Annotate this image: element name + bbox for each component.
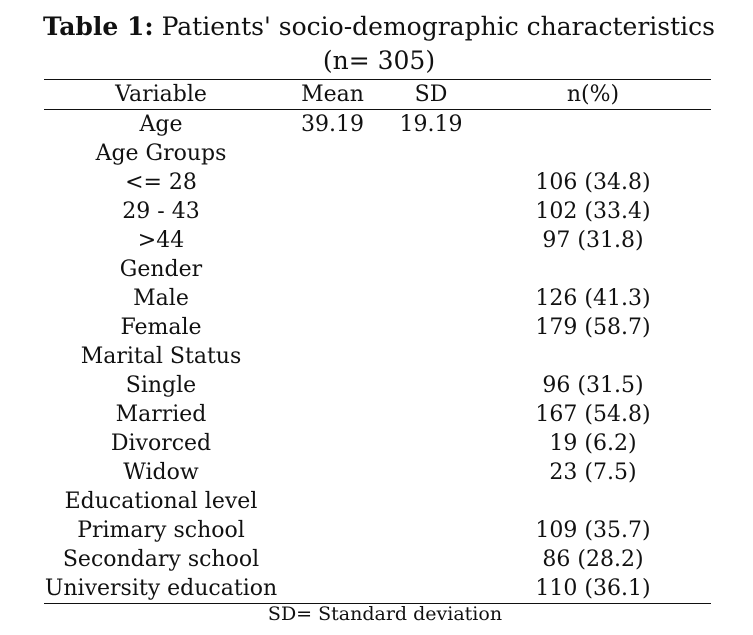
- cell-n-percent: 102 (33.4): [535, 199, 651, 224]
- cell-variable: Secondary school: [62, 547, 260, 572]
- table-row: 29 - 43 102 (33.4): [44, 197, 711, 226]
- cell-sd: [387, 139, 475, 168]
- cell-variable: Gender: [119, 257, 203, 282]
- cell-n-percent: [475, 139, 711, 168]
- cell-sd: [387, 574, 475, 604]
- table-row: Secondary school 86 (28.2): [44, 545, 711, 574]
- cell-n-percent: [475, 342, 711, 371]
- cell-sd: [387, 342, 475, 371]
- table-row: Married 167 (54.8): [44, 400, 711, 429]
- table-row: University education 110 (36.1): [44, 574, 711, 604]
- header-n-percent: n(%): [566, 82, 620, 107]
- cell-sd: [387, 255, 475, 284]
- cell-mean: [278, 487, 387, 516]
- cell-mean: [278, 516, 387, 545]
- table-caption-label: Table 1:: [42, 12, 154, 41]
- cell-variable: <= 28: [125, 170, 197, 195]
- cell-mean: [278, 545, 387, 574]
- table-row: Age 39.19 19.19: [44, 110, 711, 140]
- cell-mean: [278, 226, 387, 255]
- cell-n-percent: 110 (36.1): [535, 576, 651, 601]
- cell-sd: [387, 429, 475, 458]
- table-row: Female 179 (58.7): [44, 313, 711, 342]
- cell-variable: Age: [139, 112, 183, 137]
- cell-variable: Age Groups: [95, 141, 227, 166]
- cell-sd: [387, 284, 475, 313]
- cell-n-percent: 86 (28.2): [542, 547, 644, 572]
- cell-variable: Widow: [123, 460, 199, 485]
- cell-mean: [278, 313, 387, 342]
- cell-n-percent: 179 (58.7): [535, 315, 651, 340]
- cell-n-percent: 19 (6.2): [549, 431, 637, 456]
- table-row: Gender: [44, 255, 711, 284]
- table-caption-text: Patients' socio-demographic characterist…: [161, 12, 715, 75]
- cell-mean: [278, 255, 387, 284]
- demographics-table: Variable Mean SD n(%) Age 39.19 19.19 Ag…: [44, 79, 711, 604]
- table-row: >44 97 (31.8): [44, 226, 711, 255]
- cell-sd: [387, 458, 475, 487]
- cell-sd: [387, 226, 475, 255]
- table-row: Widow 23 (7.5): [44, 458, 711, 487]
- cell-variable: 29 - 43: [122, 199, 200, 224]
- cell-mean: [278, 574, 387, 604]
- cell-sd: [387, 516, 475, 545]
- cell-variable: University education: [44, 576, 278, 601]
- cell-sd: [387, 487, 475, 516]
- cell-mean: [278, 371, 387, 400]
- table-body: Age 39.19 19.19 Age Groups <= 28 106 (34…: [44, 110, 711, 604]
- table-row: Male 126 (41.3): [44, 284, 711, 313]
- cell-variable: Married: [115, 402, 207, 427]
- table-row: Single 96 (31.5): [44, 371, 711, 400]
- table-row: Divorced 19 (6.2): [44, 429, 711, 458]
- cell-sd: [387, 400, 475, 429]
- table-row: <= 28 106 (34.8): [44, 168, 711, 197]
- cell-variable: >44: [137, 228, 185, 253]
- cell-n-percent: 97 (31.8): [542, 228, 644, 253]
- table-header: Variable Mean SD n(%): [44, 79, 711, 110]
- cell-mean: [278, 139, 387, 168]
- cell-variable: Female: [120, 315, 202, 340]
- cell-mean: [278, 284, 387, 313]
- cell-mean: [278, 168, 387, 197]
- cell-mean: [278, 400, 387, 429]
- cell-sd: [387, 197, 475, 226]
- cell-n-percent: 167 (54.8): [535, 402, 651, 427]
- cell-n-percent: [475, 487, 711, 516]
- cell-sd: [387, 371, 475, 400]
- cell-sd: [387, 545, 475, 574]
- cell-variable: Primary school: [77, 518, 245, 543]
- cell-n-percent: [475, 110, 711, 140]
- cell-n-percent: 106 (34.8): [535, 170, 651, 195]
- header-row: Variable Mean SD n(%): [44, 79, 711, 110]
- cell-mean: [278, 197, 387, 226]
- header-sd: SD: [414, 82, 448, 107]
- table-caption: Table 1: Patients' socio-demographic cha…: [20, 10, 738, 78]
- cell-mean: [278, 429, 387, 458]
- cell-variable: Single: [125, 373, 197, 398]
- cell-sd: [387, 168, 475, 197]
- cell-sd: [387, 313, 475, 342]
- cell-variable: Divorced: [110, 431, 212, 456]
- table-row: Educational level: [44, 487, 711, 516]
- cell-mean: [278, 342, 387, 371]
- cell-mean: 39.19: [301, 112, 364, 137]
- cell-sd: 19.19: [399, 112, 463, 137]
- cell-n-percent: 109 (35.7): [535, 518, 651, 543]
- cell-n-percent: 23 (7.5): [549, 460, 637, 485]
- cell-mean: [278, 458, 387, 487]
- table-footnote: SD= Standard deviation: [267, 603, 503, 625]
- cell-variable: Male: [133, 286, 189, 311]
- table-row: Primary school 109 (35.7): [44, 516, 711, 545]
- cell-variable: Educational level: [64, 489, 258, 514]
- cell-variable: Marital Status: [80, 344, 242, 369]
- table-row: Marital Status: [44, 342, 711, 371]
- cell-n-percent: 126 (41.3): [535, 286, 651, 311]
- header-variable: Variable: [115, 82, 207, 107]
- cell-n-percent: [475, 255, 711, 284]
- cell-n-percent: 96 (31.5): [542, 373, 644, 398]
- header-mean: Mean: [301, 82, 364, 107]
- table-row: Age Groups: [44, 139, 711, 168]
